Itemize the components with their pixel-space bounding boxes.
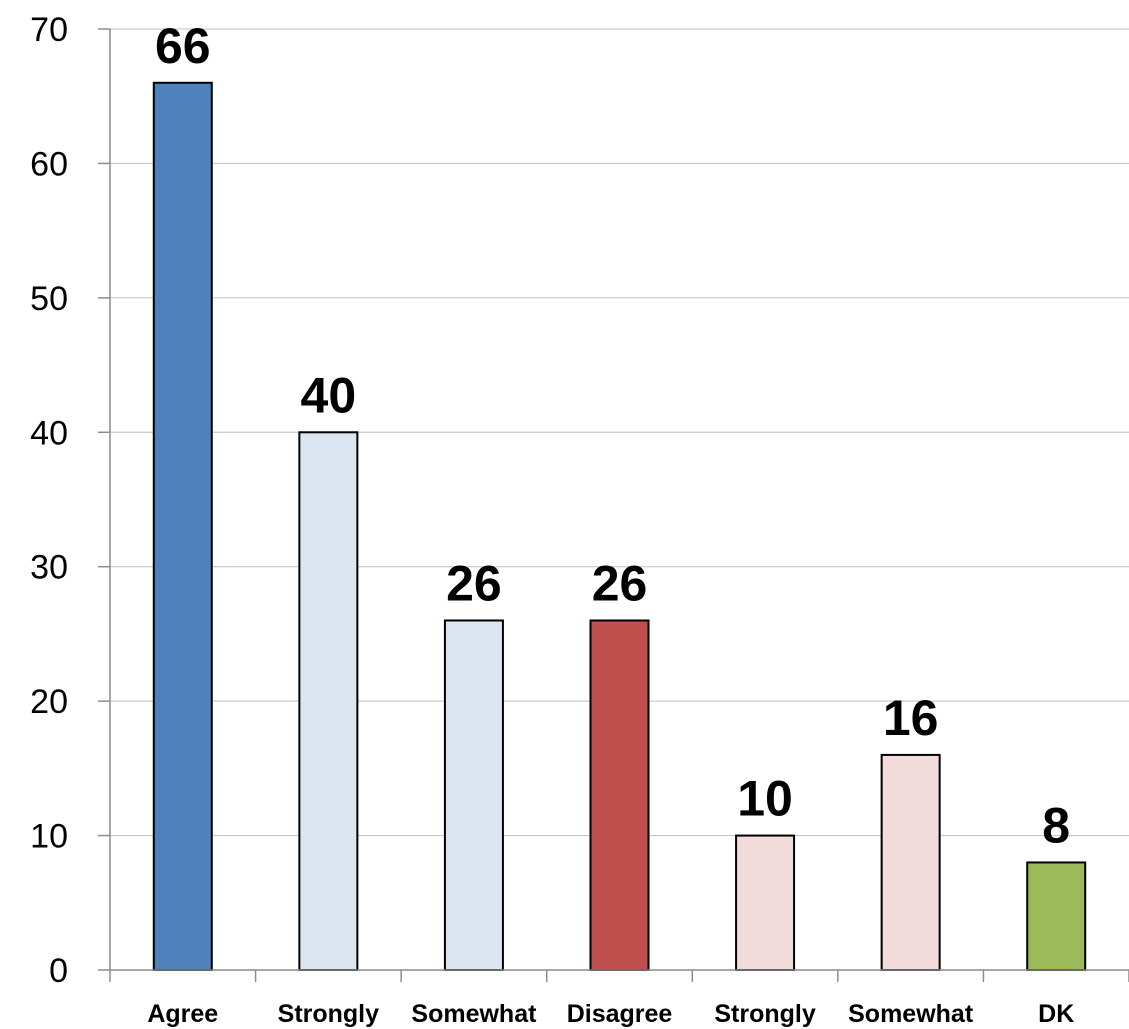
data-label-4: 10 — [737, 771, 793, 827]
data-label-3: 26 — [592, 555, 648, 611]
bars — [152, 81, 1087, 972]
data-label-1: 40 — [301, 367, 357, 423]
data-labels: 66 40 26 26 10 16 8 — [155, 18, 1070, 854]
category-label-2: Somewhat — [411, 1000, 537, 1028]
y-tick-label: 60 — [30, 145, 68, 183]
category-label-0: Agree — [147, 1000, 218, 1028]
gridlines — [110, 28, 1129, 837]
x-axis-ticks — [109, 970, 1129, 982]
bar-2 — [443, 619, 504, 971]
data-label-6: 8 — [1042, 797, 1070, 853]
bar-4 — [735, 834, 796, 971]
bar-5 — [880, 753, 941, 972]
category-labels: Agree Strongly Somewhat Disagree Strongly Som… — [147, 1000, 1074, 1028]
y-tick-label: 70 — [30, 11, 68, 49]
data-label-2: 26 — [446, 555, 502, 611]
y-tick-label: 20 — [30, 683, 68, 721]
y-axis-ticks: 0 10 20 30 40 50 60 70 — [30, 11, 110, 990]
bar-3 — [589, 619, 650, 971]
y-tick-label: 40 — [30, 414, 68, 452]
category-label-1: Strongly — [278, 1000, 379, 1028]
data-label-0: 66 — [155, 18, 211, 74]
category-label-6: DK — [1038, 1000, 1074, 1028]
category-label-5: Somewhat — [848, 1000, 974, 1028]
bar-6 — [1026, 861, 1087, 972]
y-tick-label: 30 — [30, 549, 68, 587]
category-label-4: Strongly — [714, 1000, 815, 1028]
y-tick-label: 10 — [30, 818, 68, 856]
y-tick-label: 50 — [30, 280, 68, 318]
data-label-5: 16 — [883, 690, 939, 746]
bar-1 — [298, 431, 359, 971]
y-tick-label: 0 — [49, 952, 68, 990]
category-label-3: Disagree — [567, 1000, 673, 1028]
bar-0 — [152, 81, 213, 972]
